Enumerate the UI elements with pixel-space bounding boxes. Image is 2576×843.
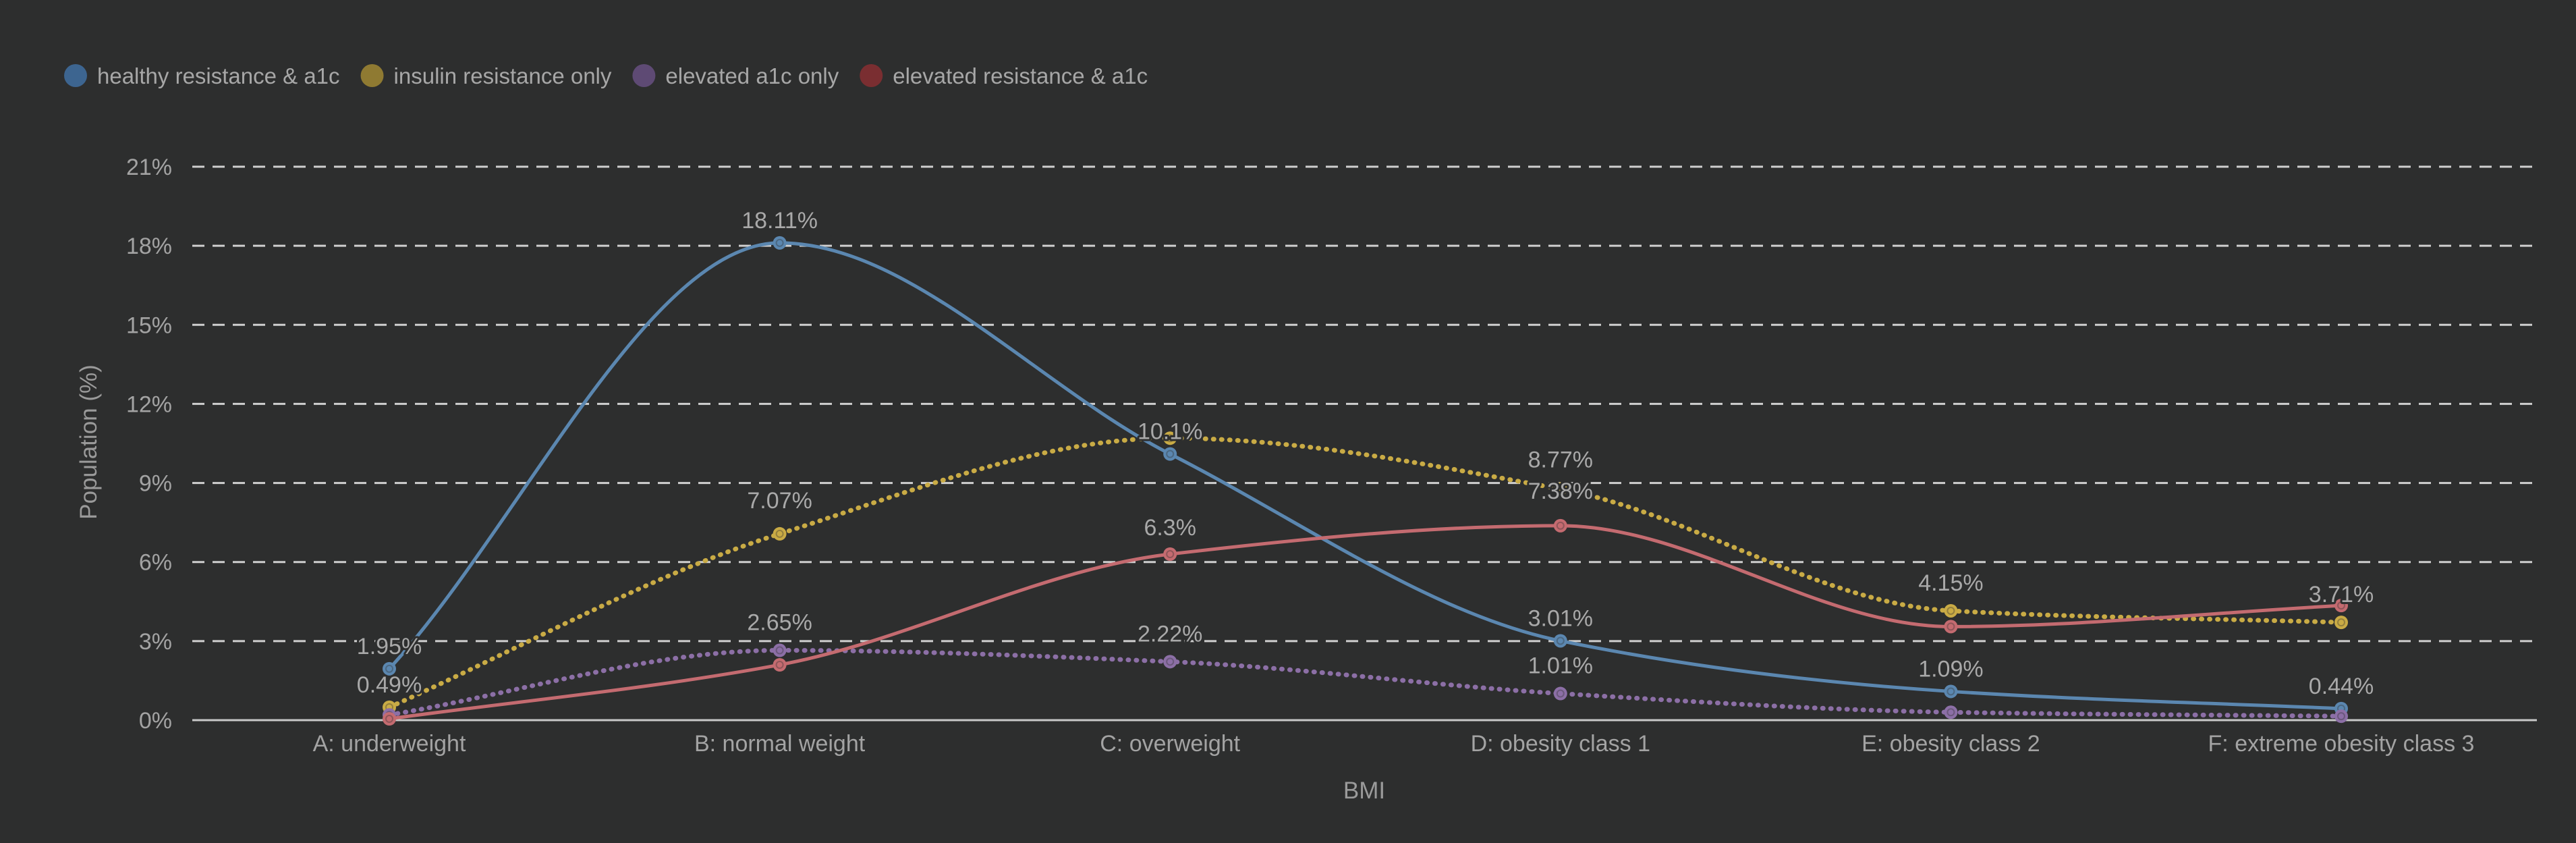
series-4-data-label: 6.3% [1144, 515, 1196, 541]
x-tick-label: E: obesity class 2 [1861, 731, 2040, 757]
series-2-point-ring [1166, 434, 1175, 443]
series-1-point-ring [1166, 450, 1175, 458]
y-axis-ticks: 0% 3% 6% 9% 12% 15% 18% 21% [126, 155, 172, 734]
x-tick-label: C: overweight [1100, 731, 1240, 757]
x-tick-label: A: underweight [313, 731, 466, 757]
series-4-point [383, 712, 396, 726]
series-2-point [773, 526, 787, 541]
series-1-point [383, 661, 396, 676]
series-3-point-ring [1556, 689, 1565, 698]
series-1-data-label: 0.44% [2309, 674, 2374, 699]
series-2-data-label: 3.71% [2309, 582, 2374, 607]
series-2-data-label: 0.49% [357, 672, 422, 698]
legend: healthy resistance & a1c insulin resistan… [64, 63, 1148, 88]
series-3-point [773, 643, 787, 657]
y-tick-label: 6% [139, 550, 172, 576]
series-3-point [2334, 709, 2348, 724]
legend-label: healthy resistance & a1c [97, 63, 340, 88]
series-2-point-ring [1556, 485, 1565, 493]
series-1-line [387, 241, 2343, 711]
series-1-point-ring [385, 664, 393, 673]
x-tick-label: D: obesity class 1 [1471, 731, 1650, 757]
series-4-point [1163, 547, 1177, 561]
series-3-point [1163, 655, 1177, 669]
series-4-point [2334, 599, 2348, 613]
series-1-data-label: 3.01% [1528, 605, 1593, 631]
series-1-point-ring [1556, 636, 1565, 645]
series-1-point-ring [1947, 687, 1955, 696]
series-1-point [773, 236, 787, 250]
y-tick-label: 9% [139, 471, 172, 497]
series-2-data-label: 8.77% [1528, 447, 1593, 473]
x-tick-label: F: extreme obesity class 3 [2208, 731, 2475, 757]
series-1-data-label: 10.1% [1138, 419, 1202, 445]
series-group [383, 236, 2348, 726]
series-2-point [1944, 603, 1958, 618]
series-1-data-label: 18.11% [741, 208, 818, 234]
series-3-point-ring [775, 646, 784, 655]
y-tick-label: 12% [126, 391, 172, 417]
legend-swatch [632, 64, 656, 87]
series-2-data-label: 7.07% [747, 488, 812, 514]
series-2-data-label: 4.15% [1918, 570, 1983, 596]
grid [192, 165, 2537, 722]
series-3-point [1553, 686, 1567, 701]
y-tick-label: 3% [139, 629, 172, 655]
series-3-data-label: 2.22% [1138, 621, 1202, 647]
series-4-point-ring [775, 661, 784, 669]
x-axis-ticks: A: underweight B: normal weight C: overwei… [313, 731, 2475, 757]
series-2-point-ring [2337, 618, 2345, 627]
legend-swatch [360, 64, 384, 87]
x-axis-title: BMI [1343, 778, 1385, 804]
series-2-point [2334, 616, 2348, 630]
series-1-point-ring [775, 238, 784, 247]
series-2-point [1553, 482, 1567, 496]
y-tick-label: 18% [126, 234, 172, 259]
series-1-data-label: 1.09% [1918, 656, 1983, 682]
x-tick-label: B: normal weight [694, 731, 866, 757]
y-axis-title: Population (%) [76, 364, 102, 520]
y-tick-label: 21% [126, 155, 172, 180]
series-3-point [1944, 705, 1958, 719]
series-3-point-ring [1947, 708, 1955, 717]
legend-label: elevated resistance & a1c [893, 63, 1148, 88]
series-2-line [387, 435, 2344, 710]
series-4-point-ring [1947, 622, 1955, 631]
y-tick-label: 15% [126, 312, 172, 338]
series-3-point-ring [2337, 712, 2345, 721]
series-4-point [773, 658, 787, 672]
series-2-point [1163, 431, 1177, 445]
legend-swatch [860, 64, 883, 87]
legend-label: insulin resistance only [394, 63, 612, 88]
series-4-data-label: 7.38% [1528, 479, 1593, 504]
series-4-point-ring [1556, 521, 1565, 530]
series-1-point [1553, 634, 1567, 648]
series-2-point-ring [1947, 606, 1955, 615]
series-4-point-ring [2337, 601, 2345, 610]
series-4-point-ring [385, 715, 393, 724]
legend-label: elevated a1c only [665, 63, 839, 88]
series-4-line [387, 524, 2343, 721]
series-3-data-label: 1.01% [1528, 653, 1593, 679]
y-tick-label: 0% [139, 708, 172, 734]
series-4-point-ring [1166, 550, 1175, 558]
legend-swatch [64, 64, 87, 87]
series-3-point-ring [1166, 657, 1175, 666]
series-4-point [1553, 518, 1567, 533]
series-2-point-ring [775, 529, 784, 538]
series-4-point [1944, 620, 1958, 634]
data-labels: 1.95% 18.11% 10.1% 3.01% 1.09% 0.44% 0.49% 7.07… [355, 206, 2376, 701]
series-1-data-label: 1.95% [357, 634, 422, 659]
series-3-line [387, 648, 2344, 719]
series-3-data-label: 2.65% [747, 610, 812, 636]
series-1-point [1944, 684, 1958, 699]
series-1-point [1163, 447, 1177, 461]
